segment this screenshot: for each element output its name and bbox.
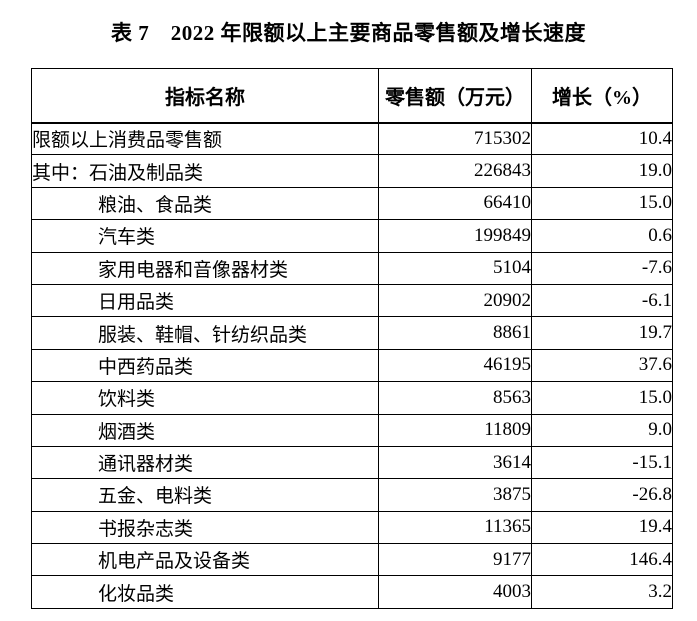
growth-value-cell: 0.6	[531, 219, 673, 253]
growth-value-cell: -7.6	[531, 251, 673, 285]
growth-value-cell: 9.0	[531, 413, 673, 447]
indicator-name-cell: 限额以上消费品零售额	[31, 121, 379, 156]
growth-value-cell: 15.0	[531, 186, 673, 221]
growth-value-cell: -15.1	[531, 445, 673, 480]
growth-value-cell: 37.6	[531, 348, 673, 383]
retail-value-cell: 715302	[378, 121, 532, 156]
indicator-name-cell: 通讯器材类	[31, 445, 379, 480]
retail-value-cell: 11809	[378, 413, 532, 447]
indicator-name-cell: 汽车类	[31, 219, 379, 253]
growth-value-cell: 146.4	[531, 543, 673, 577]
retail-value-cell: 9177	[378, 543, 532, 577]
growth-value-cell: 19.4	[531, 510, 673, 545]
table-row: 五金、电料类 3875 -26.8	[31, 478, 673, 512]
indicator-name-cell: 日用品类	[31, 283, 379, 318]
table-row: 通讯器材类 3614 -15.1	[31, 445, 673, 480]
indicator-name-cell: 其中：石油及制品类	[31, 154, 379, 188]
growth-value-cell: 19.0	[531, 154, 673, 188]
retail-value-cell: 20902	[378, 283, 532, 318]
indicator-name-cell: 中西药品类	[31, 348, 379, 383]
indicator-name-cell: 书报杂志类	[31, 510, 379, 545]
table-row: 限额以上消费品零售额 715302 10.4	[31, 121, 673, 156]
retail-value-cell: 8861	[378, 316, 532, 350]
retail-value-cell: 3875	[378, 478, 532, 512]
growth-value-cell: -26.8	[531, 478, 673, 512]
indicator-name-cell: 五金、电料类	[31, 478, 379, 512]
table-row: 烟酒类 11809 9.0	[31, 413, 673, 447]
retail-value-cell: 11365	[378, 510, 532, 545]
indicator-name-cell: 烟酒类	[31, 413, 379, 447]
indicator-name-cell: 饮料类	[31, 381, 379, 415]
table-row: 家用电器和音像器材类 5104 -7.6	[31, 251, 673, 285]
indicator-name-cell: 家用电器和音像器材类	[31, 251, 379, 285]
table-row: 饮料类 8563 15.0	[31, 381, 673, 415]
retail-value-cell: 4003	[378, 575, 532, 609]
table-row: 服装、鞋帽、针纺织品类 8861 19.7	[31, 316, 673, 350]
table-title: 表 7 2022 年限额以上主要商品零售额及增长速度	[111, 21, 586, 45]
growth-value-cell: 10.4	[531, 121, 673, 156]
table-body: 限额以上消费品零售额 715302 10.4 其中：石油及制品类 226843 …	[31, 121, 673, 609]
table-row: 化妆品类 4003 3.2	[31, 575, 673, 609]
growth-value-cell: -6.1	[531, 283, 673, 318]
indicator-name-cell: 服装、鞋帽、针纺织品类	[31, 316, 379, 350]
retail-value-cell: 226843	[378, 154, 532, 188]
retail-value-cell: 66410	[378, 186, 532, 221]
retail-value-cell: 8563	[378, 381, 532, 415]
table-row: 日用品类 20902 -6.1	[31, 283, 673, 318]
col-header-retail-sales: 零售额（万元）	[378, 68, 532, 124]
growth-value-cell: 15.0	[531, 381, 673, 415]
table-row: 书报杂志类 11365 19.4	[31, 510, 673, 545]
table-row: 其中：石油及制品类 226843 19.0	[31, 154, 673, 188]
table-row: 中西药品类 46195 37.6	[31, 348, 673, 383]
retail-value-cell: 3614	[378, 445, 532, 480]
indicator-name-cell: 机电产品及设备类	[31, 543, 379, 577]
table-row: 汽车类 199849 0.6	[31, 219, 673, 253]
indicator-name-cell: 化妆品类	[31, 575, 379, 609]
indicator-name-cell: 粮油、食品类	[31, 186, 379, 221]
growth-value-cell: 19.7	[531, 316, 673, 350]
growth-value-cell: 3.2	[531, 575, 673, 609]
retail-sales-table: 指标名称 零售额（万元） 增长（%） 限额以上消费品零售额 715302 10.…	[31, 68, 673, 609]
retail-value-cell: 5104	[378, 251, 532, 285]
header-row: 指标名称 零售额（万元） 增长（%）	[31, 68, 673, 124]
table-row: 粮油、食品类 66410 15.0	[31, 186, 673, 221]
table-row: 机电产品及设备类 9177 146.4	[31, 543, 673, 577]
retail-value-cell: 46195	[378, 348, 532, 383]
retail-value-cell: 199849	[378, 219, 532, 253]
table-header: 指标名称 零售额（万元） 增长（%）	[31, 68, 673, 124]
col-header-indicator-name: 指标名称	[31, 68, 379, 124]
col-header-growth: 增长（%）	[531, 68, 673, 124]
